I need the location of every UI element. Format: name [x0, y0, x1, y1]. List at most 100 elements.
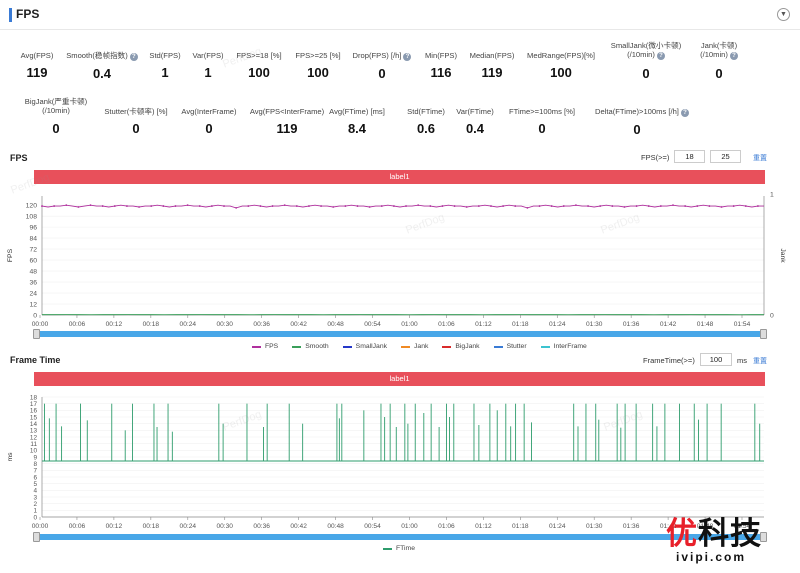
metric-label: Avg(InterFrame): [181, 107, 237, 116]
fps-slider-handle-left[interactable]: [33, 329, 40, 339]
legend-swatch: [383, 547, 392, 550]
metric-card: FPS>=25 [%] 100: [276, 51, 360, 80]
fps-point: [392, 205, 395, 207]
y-tick-label: 84: [29, 236, 37, 243]
y-tick-label: 60: [29, 258, 37, 265]
x-tick-label: 00:30: [216, 523, 233, 530]
y-tick-label: 7: [33, 468, 37, 475]
metric-card: MedRange(FPS)[%] 100: [519, 51, 603, 80]
metric-value: 0: [642, 66, 650, 81]
help-icon[interactable]: ?: [656, 52, 665, 60]
x-tick-label: 00:12: [106, 321, 123, 328]
legend-swatch: [540, 345, 550, 348]
metric-value: 0: [715, 66, 723, 81]
metric-label: Std(FPS): [149, 51, 181, 60]
metric-value: 0: [52, 121, 60, 136]
metric-label: Var(FPS): [192, 51, 224, 60]
fps-point: [65, 204, 68, 207]
frametime-slider-handle-right[interactable]: [760, 532, 767, 542]
fps-point: [41, 205, 43, 207]
metric-card: Smooth(稳帧指数)? 0.4: [60, 51, 144, 81]
x-tick-label: 00:54: [364, 321, 381, 328]
fps-time-range-slider[interactable]: [33, 329, 767, 339]
legend-label: InterFrame: [553, 343, 587, 350]
y-tick-label: 9: [33, 454, 37, 461]
fps-point: [684, 205, 687, 207]
fps-point: [53, 205, 56, 207]
metric-label: Jank(卡顿): [700, 41, 738, 50]
metric-card: Var(FPS) 1: [166, 51, 250, 80]
metric-card: BigJank(严重卡顿) (/10min) 0: [14, 97, 98, 136]
x-tick-label: 01:54: [734, 321, 751, 328]
fps-point: [198, 205, 201, 207]
metric-sublabel: (/10min)?: [604, 50, 688, 60]
metric-value: 100: [248, 65, 270, 80]
fps-point: [453, 205, 456, 207]
fps-point: [441, 205, 444, 207]
legend-item[interactable]: Smooth: [292, 343, 329, 350]
metric-value: 8.4: [347, 121, 367, 136]
fps-point: [575, 204, 577, 207]
frametime-time-range-slider[interactable]: [33, 532, 767, 542]
x-tick-label: 01:18: [512, 321, 529, 328]
metric-label: Drop(FPS) [/h]?: [340, 51, 424, 61]
legend-label: FPS: [265, 343, 279, 350]
x-tick-label: 00:42: [290, 523, 307, 530]
legend-item[interactable]: FTime: [383, 545, 415, 552]
legend-item[interactable]: SmallJank: [342, 343, 387, 350]
fps-threshold-input-1[interactable]: 18: [674, 150, 705, 163]
metric-value: 0: [205, 121, 213, 136]
metric-sublabel: (/10min): [42, 106, 70, 115]
metric-value: 0.6: [416, 121, 436, 136]
y-tick-label: 0: [33, 514, 37, 521]
frametime-slider-handle-left[interactable]: [33, 532, 40, 542]
fps-point: [247, 205, 250, 207]
frametime-threshold-input[interactable]: 100: [700, 353, 732, 366]
fps-point: [672, 204, 674, 207]
metric-value: 0: [633, 122, 641, 137]
chevron-down-icon[interactable]: ▼: [777, 8, 790, 21]
help-icon[interactable]: ?: [680, 109, 689, 117]
page-title: FPS: [16, 7, 40, 21]
fps-threshold-input-2[interactable]: 25: [710, 150, 741, 163]
y-tick-label: 5: [33, 481, 37, 488]
y-tick-label: 12: [29, 302, 37, 309]
x-tick-label: 00:12: [106, 523, 123, 530]
y-tick-label: 0: [33, 313, 37, 320]
x-tick-label: 00:18: [143, 523, 160, 530]
fps-point: [138, 206, 140, 208]
frametime-reset-link[interactable]: 重置: [753, 358, 767, 365]
fps-point: [526, 207, 529, 209]
fps-reset-link[interactable]: 重置: [753, 155, 767, 162]
fps-point: [623, 206, 626, 208]
legend-item[interactable]: InterFrame: [540, 343, 587, 350]
legend-item[interactable]: BigJank: [442, 343, 480, 350]
metric-value: 119: [26, 65, 48, 80]
legend-item[interactable]: Jank: [401, 343, 428, 350]
metric-card: Avg(FPS<InterFrame) 119: [245, 107, 329, 136]
fps-point: [405, 205, 407, 207]
help-icon[interactable]: ?: [403, 53, 412, 61]
x-tick-label: 01:54: [734, 523, 751, 530]
metric-card: FTime>=100ms [%] 0: [500, 107, 584, 136]
metric-card: Std(FTime) 0.6: [384, 107, 468, 136]
legend-label: Stutter: [506, 343, 527, 350]
legend-swatch: [442, 345, 452, 348]
legend-item[interactable]: FPS: [252, 343, 278, 350]
metric-value: 0: [132, 121, 140, 136]
fps-point: [308, 205, 310, 207]
fps-slider-handle-right[interactable]: [760, 329, 767, 339]
legend-item[interactable]: Stutter: [493, 343, 527, 350]
metric-value: 0.4: [92, 66, 112, 81]
y-tick-label: 8: [33, 461, 37, 468]
metric-value: 119: [276, 121, 298, 136]
help-icon[interactable]: ?: [729, 52, 738, 60]
fps-threshold-label: FPS(>=): [641, 153, 670, 162]
metric-card: Min(FPS) 116: [399, 51, 483, 80]
metric-card: Stutter(卡顿率) [%] 0: [94, 107, 178, 136]
metric-label: Avg(FPS<InterFrame): [249, 107, 325, 116]
y2-tick-label: 0: [770, 313, 774, 320]
fps-point: [113, 205, 116, 207]
help-icon[interactable]: ?: [129, 53, 138, 61]
x-tick-label: 01:12: [475, 523, 492, 530]
